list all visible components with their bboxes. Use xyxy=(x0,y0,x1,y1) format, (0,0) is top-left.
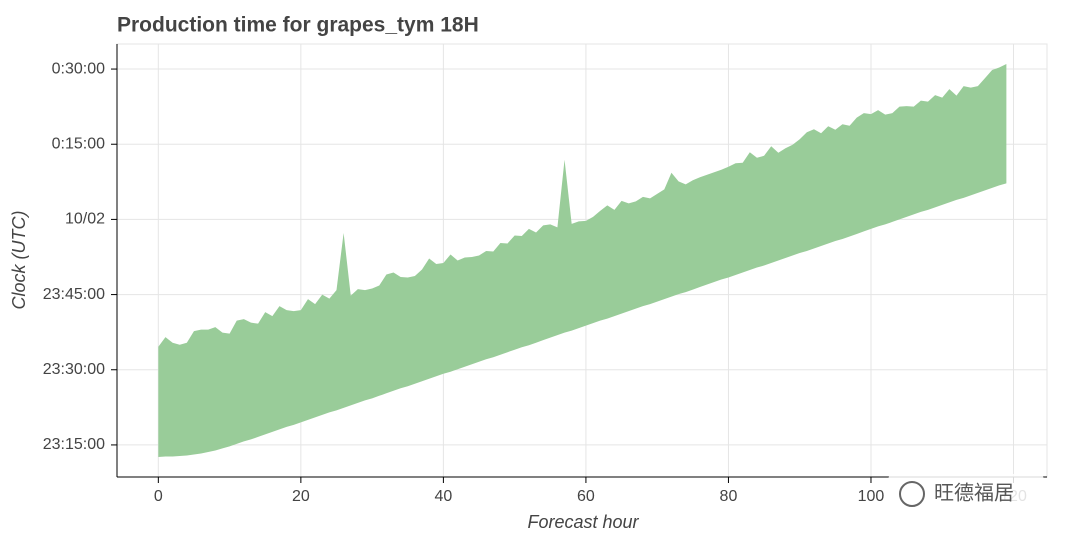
watermark-icon xyxy=(899,481,925,507)
plot: 23:15:00 23:30:00 23:45:00 10/02 0:15:00 0:30… xyxy=(43,44,1047,505)
y-tick-label: 10/02 xyxy=(65,211,105,228)
x-axis-label: Forecast hour xyxy=(527,512,639,532)
x-tick-label: 60 xyxy=(577,488,595,505)
y-tick-label: 0:15:00 xyxy=(52,135,105,152)
x-tick-label: 100 xyxy=(858,488,885,505)
x-tick-label: 80 xyxy=(720,488,738,505)
watermark-text: 旺德福居 xyxy=(934,481,1014,504)
chart-title: Production time for grapes_tym 18H xyxy=(117,14,479,37)
y-tick-label: 0:30:00 xyxy=(52,60,105,77)
y-tick-label: 23:15:00 xyxy=(43,436,105,453)
y-axis-label: Clock (UTC) xyxy=(9,211,29,310)
x-tick-label: 0 xyxy=(154,488,163,505)
watermark: 旺德福居 xyxy=(888,474,1044,514)
y-tick-label: 23:45:00 xyxy=(43,286,105,303)
area-band xyxy=(158,64,1007,457)
x-tick-label: 40 xyxy=(434,488,452,505)
x-tick-label: 20 xyxy=(292,488,310,505)
watermark-bg xyxy=(888,474,1044,514)
y-tick-label: 23:30:00 xyxy=(43,361,105,378)
